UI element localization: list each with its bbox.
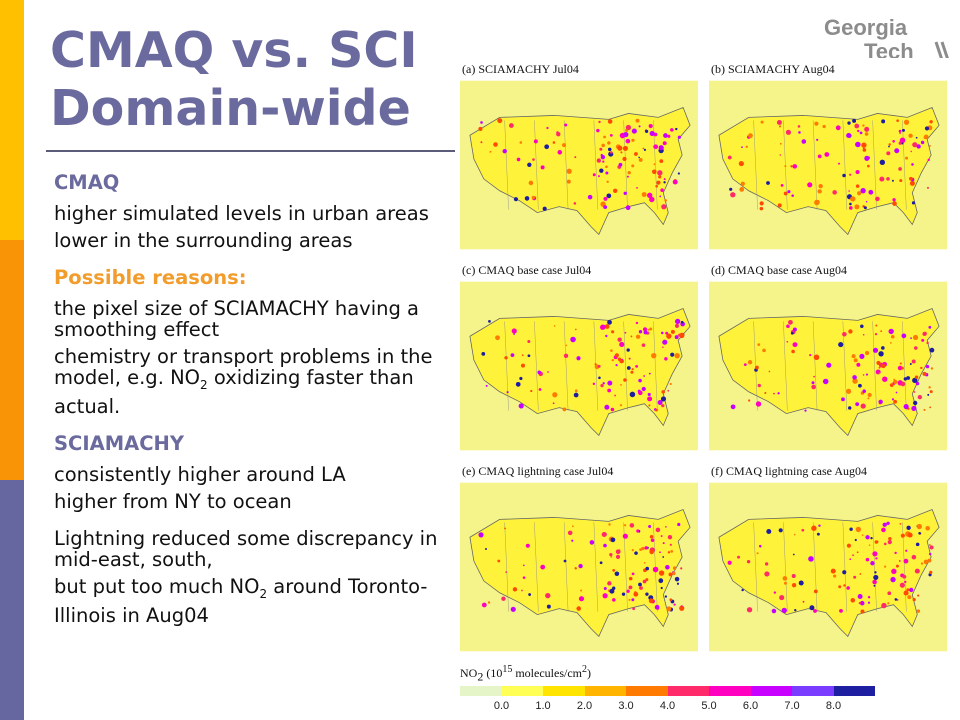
reasons-heading: Possible reasons: — [54, 266, 247, 289]
us-map — [709, 281, 947, 451]
reason-2: chemistry or transport problems in the m… — [54, 345, 433, 418]
colorbar-swatch — [543, 686, 585, 696]
colorbar-swatch — [626, 686, 668, 696]
us-map — [460, 281, 698, 451]
panel-label: (c) CMAQ base case Jul04 — [462, 263, 592, 277]
colorbar-swatch — [460, 686, 502, 696]
no2-map-figure: (a) SCIAMACHY Jul04 (b) SCIAMACHY Aug04 … — [455, 58, 958, 720]
sciamachy-point-1: consistently higher around LA — [54, 462, 346, 486]
colorbar-swatch — [709, 686, 751, 696]
colorbar-tick-label: 8.0 — [825, 700, 842, 712]
colorbar-tick-label: 3.0 — [618, 700, 634, 712]
colorbar-tick-label: 4.0 — [659, 700, 676, 712]
colorbar-ticks: 0.0 1.0 2.0 3.0 4.0 5.0 6.0 7.0 8.0 — [460, 700, 900, 716]
sciamachy-point-2: higher from NY to ocean — [54, 489, 292, 513]
colorbar — [460, 686, 875, 696]
accent-bar-yellow — [0, 0, 24, 240]
colorbar-tick-label: 1.0 — [535, 700, 551, 712]
title-line-2: Domain-wide — [50, 80, 411, 137]
colorbar-swatch — [584, 686, 626, 696]
colorbar-swatch — [792, 686, 834, 696]
colorbar-tick-label: 0.0 — [493, 700, 510, 712]
title-line-1: CMAQ vs. SCI — [50, 22, 418, 79]
us-map — [709, 80, 947, 250]
panel-label: (e) CMAQ lightning case Jul04 — [462, 464, 614, 478]
us-map — [460, 482, 698, 652]
reason-1: the pixel size of SCIAMACHY having a smo… — [54, 297, 419, 341]
lightning-point-1: Lightning reduced some discrepancy in mi… — [54, 526, 438, 571]
accent-bar-orange — [0, 240, 24, 480]
panel-label: (d) CMAQ base case Aug04 — [711, 263, 847, 277]
us-map — [460, 80, 698, 250]
slide-body: CMAQ higher simulated levels in urban ar… — [54, 172, 449, 632]
slide-title: CMAQ vs. SCI Domain-wide — [50, 22, 418, 138]
map-panel-d: (d) CMAQ base case Aug04 — [707, 261, 949, 457]
panel-label: (a) SCIAMACHY Jul04 — [462, 62, 579, 76]
panel-label: (f) CMAQ lightning case Aug04 — [711, 464, 867, 478]
map-panel-f: (f) CMAQ lightning case Aug04 — [707, 462, 949, 658]
cmaq-heading: CMAQ — [54, 171, 120, 194]
map-panel-a: (a) SCIAMACHY Jul04 — [458, 60, 700, 256]
colorbar-tick-label: 7.0 — [784, 700, 800, 712]
colorbar-tick-label: 2.0 — [576, 700, 593, 712]
colorbar-swatch — [667, 686, 709, 696]
colorbar-label: NO2 (1015 molecules/cm2) — [460, 664, 591, 684]
panel-label: (b) SCIAMACHY Aug04 — [711, 62, 835, 76]
map-panel-c: (c) CMAQ base case Jul04 — [458, 261, 700, 457]
lightning-point-2: but put too much NO2 around Toronto-Illi… — [54, 574, 428, 627]
georgia-tech-logo: Georgia Tech — [824, 15, 951, 64]
map-panel-e: (e) CMAQ lightning case Jul04 — [458, 462, 700, 658]
accent-bar-purple — [0, 480, 24, 720]
colorbar-swatch — [501, 686, 543, 696]
colorbar-swatch — [833, 686, 875, 696]
cmaq-point-2: lower in the surrounding areas — [54, 229, 353, 252]
logo-line-1: Georgia — [824, 15, 908, 40]
colorbar-swatch — [750, 686, 792, 696]
cmaq-point-1: higher simulated levels in urban areas — [54, 202, 429, 225]
sciamachy-heading: SCIAMACHY — [54, 431, 184, 455]
us-map — [709, 482, 947, 652]
colorbar-tick-label: 6.0 — [742, 700, 759, 712]
colorbar-tick-label: 5.0 — [701, 700, 717, 712]
title-divider — [46, 150, 456, 152]
map-panel-b: (b) SCIAMACHY Aug04 — [707, 60, 949, 256]
